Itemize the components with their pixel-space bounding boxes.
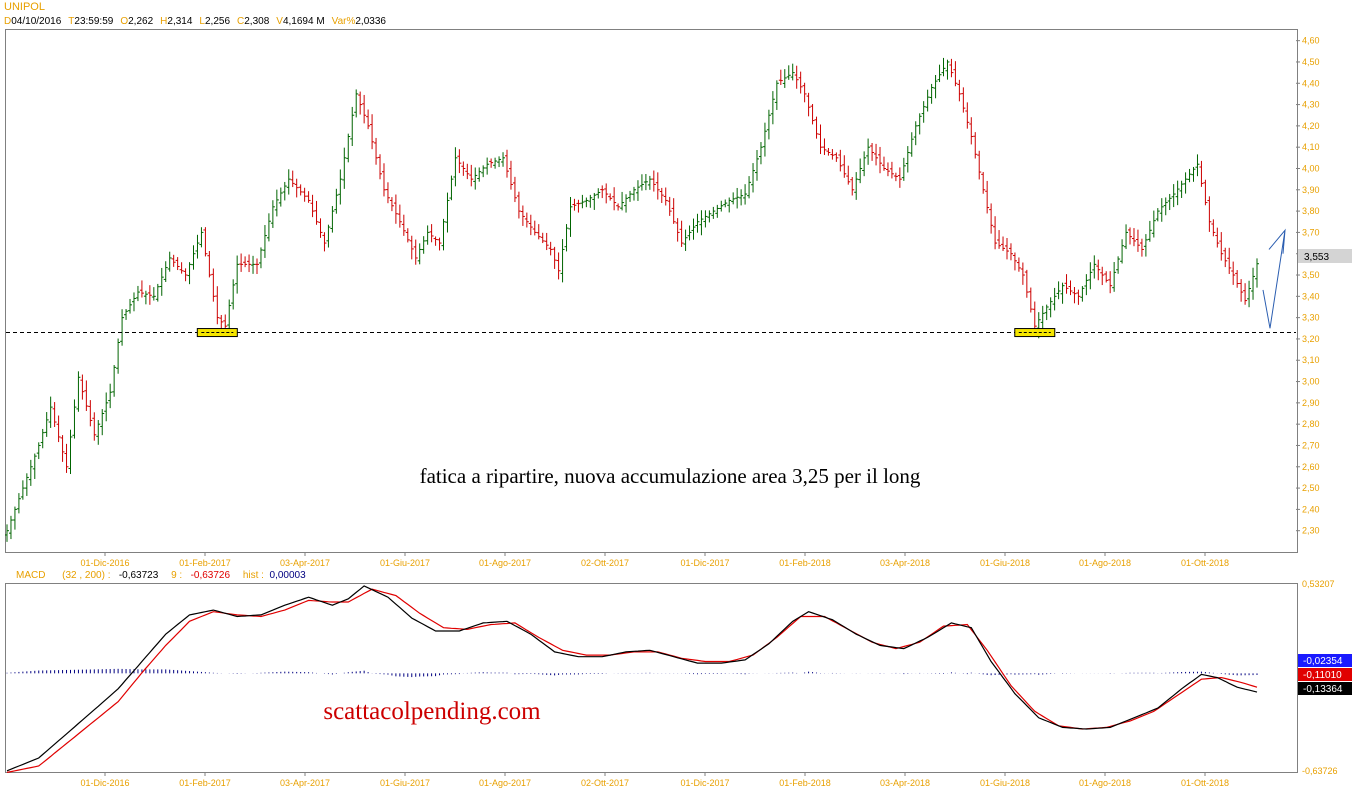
info-value-7: 2,0336: [355, 16, 386, 27]
macd-value: -0,63723: [118, 570, 159, 581]
price-tick-label-0: 2,30: [1302, 526, 1320, 536]
info-key-1: T: [68, 16, 75, 27]
x-tick-label-1: 01-Feb-2017: [179, 558, 231, 568]
watermark-text: scattacolpending.com: [323, 698, 541, 725]
macd-x-tick-label-7: 01-Feb-2018: [779, 778, 831, 788]
macd-value-tag-text-1: -0,11010: [1303, 670, 1342, 681]
macd-x-tick-label-4: 01-Ago-2017: [479, 778, 531, 788]
price-tick-label-23: 4,60: [1302, 36, 1320, 46]
x-tick-label-2: 03-Apr-2017: [280, 558, 330, 568]
info-key-3: H: [160, 16, 168, 27]
macd-x-tick-label-11: 01-Ott-2018: [1181, 778, 1229, 788]
info-value-6: 4,1694 M: [282, 16, 325, 27]
price-tick-label-6: 2,90: [1302, 398, 1320, 408]
macd-value-tag-bg-0: [1298, 654, 1352, 667]
price-tick-label-21: 4,40: [1302, 78, 1320, 88]
annotation-text: fatica a ripartire, nuova accumulazione …: [420, 464, 921, 488]
info-value-1: 23:59:59: [74, 16, 114, 27]
info-value-5: 2,308: [244, 16, 270, 27]
macd-value-tag-text-0: -0,02354: [1303, 656, 1343, 667]
price-tick-label-19: 4,20: [1302, 121, 1320, 131]
x-tick-label-10: 01-Ago-2018: [1079, 558, 1131, 568]
price-tick-label-16: 3,90: [1302, 185, 1320, 195]
price-tick-label-9: 3,20: [1302, 334, 1320, 344]
info-value-3: 2,314: [167, 16, 193, 27]
price-panel-frame: [5, 29, 1298, 553]
macd-x-tick-label-0: 01-Dic-2016: [80, 778, 129, 788]
macd-x-tick-label-9: 01-Giu-2018: [980, 778, 1030, 788]
x-tick-label-0: 01-Dic-2016: [80, 558, 129, 568]
x-tick-label-5: 02-Ott-2017: [581, 558, 629, 568]
macd-info-bar: MACD (32 , 200) : -0,63723 9 : -0,63726 …: [16, 570, 306, 581]
ohlc-info-bar: D04/10/2016 T23:59:59 O2,262 H2,314 L2,256 C2…: [4, 16, 393, 27]
macd-x-tick-label-6: 01-Dic-2017: [680, 778, 729, 788]
projection-arrow: [1262, 228, 1286, 329]
price-tick-label-22: 4,50: [1302, 57, 1320, 67]
price-tick-label-3: 2,60: [1302, 462, 1320, 472]
signal-value: -0,63726: [190, 570, 231, 581]
info-key-4: L: [199, 16, 205, 27]
x-tick-label-8: 03-Apr-2018: [880, 558, 930, 568]
chart-title: UNIPOL: [4, 1, 45, 13]
macd-x-tick-label-5: 02-Ott-2017: [581, 778, 629, 788]
x-tick-label-4: 01-Ago-2017: [479, 558, 531, 568]
info-key-0: D: [4, 16, 12, 27]
macd-histogram: [6, 668, 1258, 678]
info-key-5: C: [237, 16, 245, 27]
price-tick-label-10: 3,30: [1302, 313, 1320, 323]
candlestick-series: [5, 57, 1259, 542]
macd-axis-top-label: 0,53207: [1302, 579, 1335, 589]
info-key-7: Var%: [331, 16, 356, 27]
info-value-4: 2,256: [204, 16, 231, 27]
info-key-2: O: [120, 16, 129, 27]
hist-value: 0,00003: [269, 570, 306, 581]
price-x-axis: 01-Dic-2016 01-Feb-2017 03-Apr-2017 01-Giu-…: [80, 552, 1229, 568]
price-tick-label-2: 2,50: [1302, 483, 1320, 493]
macd-line: [6, 585, 1258, 772]
x-tick-label-6: 01-Dic-2017: [680, 558, 729, 568]
info-key-6: V: [276, 16, 283, 27]
price-tick-label-7: 3,00: [1302, 377, 1320, 387]
price-tick-label-18: 4,10: [1302, 142, 1320, 152]
price-tick-label-14: 3,70: [1302, 227, 1320, 237]
macd-value-tag-text-2: -0,13364: [1303, 684, 1343, 695]
price-tick-label-20: 4,30: [1302, 100, 1320, 110]
price-axis: 2,30 2,40 2,50 2,60 2,70 2,80 2,90 3,00 3,10 3,20…: [1296, 36, 1320, 536]
price-tick-label-4: 2,70: [1302, 440, 1320, 450]
price-tick-label-15: 3,80: [1302, 206, 1320, 216]
signal-label: 9 :: [171, 570, 183, 581]
x-tick-label-3: 01-Giu-2017: [380, 558, 430, 568]
macd-x-tick-label-2: 03-Apr-2017: [280, 778, 330, 788]
info-value-2: 2,262: [128, 16, 154, 27]
macd-x-tick-label-8: 03-Apr-2018: [880, 778, 930, 788]
macd-x-tick-label-1: 01-Feb-2017: [179, 778, 231, 788]
macd-params: (32 , 200) :: [62, 570, 111, 581]
macd-value-tag-bg-2: [1298, 682, 1352, 695]
price-tick-label-11: 3,40: [1302, 291, 1320, 301]
price-tick-label-8: 3,10: [1302, 355, 1320, 365]
hist-label: hist :: [242, 570, 264, 581]
last-price-tag-bg: [1298, 249, 1352, 263]
macd-axis-bottom-label: -0,63726: [1302, 766, 1338, 776]
x-tick-label-9: 01-Giu-2018: [980, 558, 1030, 568]
macd-value-tags: -0,02354 -0,11010 -0,13364: [1298, 654, 1352, 695]
price-tick-label-17: 4,00: [1302, 163, 1320, 173]
macd-x-tick-label-3: 01-Giu-2017: [380, 778, 430, 788]
info-value-0: 04/10/2016: [11, 16, 62, 27]
macd-x-tick-label-10: 01-Ago-2018: [1079, 778, 1131, 788]
x-tick-label-7: 01-Feb-2018: [779, 558, 831, 568]
price-tick-label-12: 3,50: [1302, 270, 1320, 280]
x-tick-label-11: 01-Ott-2018: [1181, 558, 1229, 568]
price-tick-label-1: 2,40: [1302, 504, 1320, 514]
macd-x-axis: 01-Dic-2016 01-Feb-2017 03-Apr-2017 01-Giu-…: [80, 772, 1229, 788]
macd-panel-frame: [5, 583, 1298, 773]
macd-value-tag-bg-1: [1298, 668, 1352, 681]
macd-label: MACD: [16, 570, 46, 581]
last-price-tag: 3,553: [1298, 249, 1352, 263]
price-tick-label-5: 2,80: [1302, 419, 1320, 429]
last-price-tag-text: 3,553: [1304, 252, 1329, 263]
signal-line: [6, 588, 1258, 773]
